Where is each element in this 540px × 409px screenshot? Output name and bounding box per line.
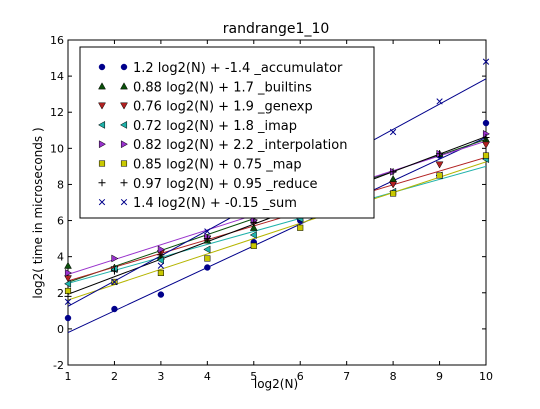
data-point-series-4 (157, 245, 165, 254)
data-point-series-2 (435, 161, 444, 169)
data-point-series-5 (436, 172, 443, 179)
data-point-series-6 (250, 218, 258, 226)
x-tick-label: 9 (436, 370, 443, 383)
y-tick-label: 12 (50, 106, 64, 119)
data-point-series-0 (157, 291, 165, 298)
legend: 1.2 log2(N) + -1.4 _accumulator 0.88 log2… (79, 46, 375, 219)
data-point-series-4 (64, 268, 73, 277)
legend-marker (97, 120, 106, 129)
data-point-series-7 (204, 228, 211, 235)
x-tick-label: 7 (343, 370, 350, 383)
data-point-series-7 (482, 58, 490, 65)
x-tick-label: 10 (479, 370, 493, 383)
data-point-series-5 (157, 269, 164, 276)
data-point-series-0 (111, 305, 118, 313)
legend-entry-label: 0.97 log2(N) + 0.95 _reduce (133, 177, 317, 192)
data-point-series-3 (203, 245, 211, 254)
legend-marker (120, 198, 128, 206)
data-point-series-5 (250, 242, 257, 249)
data-point-series-5 (204, 255, 211, 262)
y-axis-label: log2( time in microseconds ) (31, 127, 45, 298)
data-point-series-7 (157, 262, 165, 269)
x-tick-label: 3 (157, 370, 164, 383)
data-point-series-7 (436, 98, 443, 105)
data-point-series-3 (156, 256, 164, 265)
plot-frame (67, 39, 487, 366)
y-tick-label: 4 (57, 251, 64, 264)
data-point-series-6 (64, 292, 72, 300)
data-point-series-0 (204, 264, 211, 271)
y-tick-label: 14 (50, 70, 64, 83)
data-point-series-3 (63, 279, 72, 288)
data-point-series-6 (203, 235, 211, 243)
y-tick-label: 2 (57, 287, 64, 300)
data-point-series-0 (64, 314, 72, 322)
data-point-series-0 (482, 119, 490, 127)
legend-entry-label: 0.85 log2(N) + 0.75 _map (133, 158, 302, 173)
legend-entry-label: 0.72 log2(N) + 1.8 _imap (133, 119, 297, 134)
data-point-series-2 (64, 275, 72, 283)
y-tick-label: -2 (53, 359, 64, 372)
data-point-series-3 (249, 231, 257, 239)
legend-marker (98, 102, 106, 110)
legend-entry-label: 0.88 log2(N) + 1.7 _builtins (133, 80, 312, 95)
chart-title: randrange1_10 (223, 21, 330, 37)
data-point-series-2 (389, 181, 398, 189)
legend-marker (98, 82, 106, 90)
x-tick-label: 8 (390, 370, 397, 383)
legend-marker (120, 160, 128, 167)
legend-marker (119, 120, 128, 129)
y-tick-label: 16 (50, 34, 64, 47)
x-axis-label: log2(N) (254, 377, 298, 391)
data-point-series-6 (110, 267, 118, 275)
data-point-series-6 (157, 251, 165, 259)
legend-marker (120, 179, 128, 187)
data-point-series-4 (111, 254, 119, 263)
data-point-series-1 (64, 261, 72, 269)
data-point-series-1 (249, 223, 258, 231)
y-tick-label: 6 (57, 215, 64, 228)
data-point-series-5 (297, 224, 304, 231)
data-point-series-5 (390, 190, 397, 197)
legend-marker (98, 160, 106, 167)
fit-line-series-5 (68, 161, 486, 301)
x-tick-label: 2 (111, 370, 118, 383)
data-point-series-2 (482, 141, 490, 149)
legend-entry-label: 0.76 log2(N) + 1.9 _genexp (133, 100, 313, 115)
legend-entry-label: 0.82 log2(N) + 2.2 _interpolation (133, 138, 347, 153)
y-tick-label: 10 (50, 142, 64, 155)
data-point-series-6 (482, 134, 490, 141)
legend-marker (98, 140, 107, 149)
fit-line-series-2 (68, 156, 486, 282)
data-point-series-7 (111, 278, 118, 286)
data-point-series-7 (64, 298, 72, 305)
legend-marker (98, 63, 106, 71)
data-point-series-5 (482, 152, 490, 159)
legend-marker (120, 102, 128, 110)
data-point-series-6 (389, 168, 397, 176)
legend-marker (120, 82, 128, 90)
fit-line-series-0 (68, 137, 486, 333)
x-tick-label: 1 (65, 370, 72, 383)
legend-marker (120, 63, 128, 71)
x-tick-label: 6 (297, 370, 304, 383)
x-tick-label: 5 (250, 370, 257, 383)
legend-entry-label: 1.2 log2(N) + -1.4 _accumulator (133, 61, 343, 76)
legend-marker (98, 198, 106, 206)
legend-box (79, 46, 375, 219)
legend-entry-label: 1.4 log2(N) + -0.15 _sum (133, 196, 297, 211)
data-point-series-6 (436, 150, 444, 158)
fit-line-series-3 (68, 165, 486, 284)
y-tick-label: 8 (57, 178, 64, 191)
legend-marker (120, 140, 129, 149)
y-tick-label: 0 (57, 323, 64, 336)
legend-marker (98, 179, 106, 187)
data-point-series-7 (389, 128, 397, 136)
x-tick-label: 4 (204, 370, 211, 383)
